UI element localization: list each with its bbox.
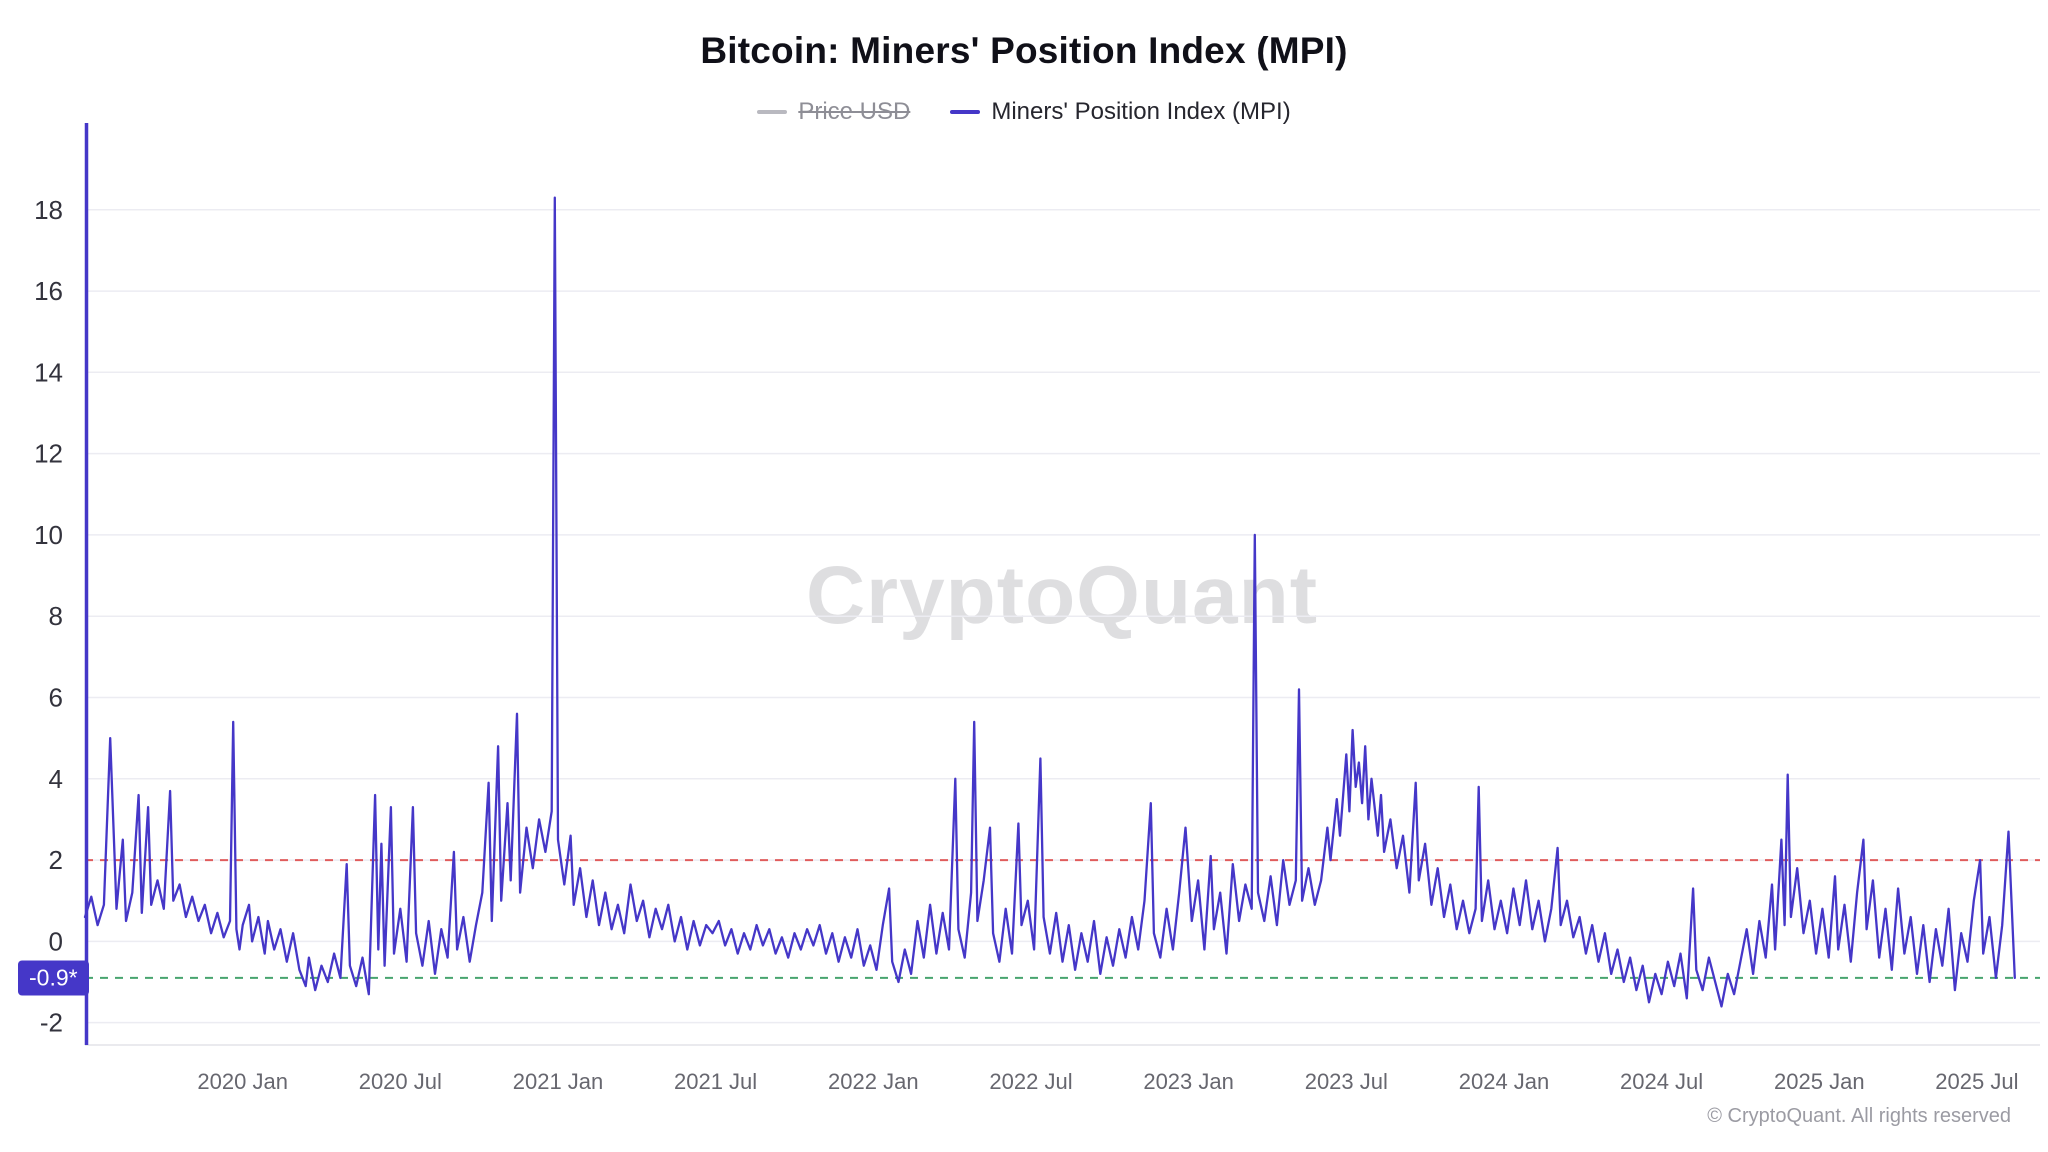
y-tick-label: 8 bbox=[49, 601, 63, 631]
x-tick-label: 2025 Jan bbox=[1774, 1069, 1865, 1094]
x-tick-label: 2022 Jul bbox=[989, 1069, 1072, 1094]
x-tick-label: 2022 Jan bbox=[828, 1069, 919, 1094]
page-title: Bitcoin: Miners' Position Index (MPI) bbox=[700, 30, 1348, 71]
y-tick-label: 4 bbox=[49, 764, 63, 794]
x-tick-label: 2020 Jul bbox=[359, 1069, 442, 1094]
price-usd-line-swatch bbox=[757, 110, 788, 114]
y-tick-label: 0 bbox=[49, 926, 63, 956]
y-tick-label: -2 bbox=[40, 1008, 63, 1038]
legend-label-mpi: Miners' Position Index (MPI) bbox=[991, 98, 1291, 125]
x-tick-label: 2020 Jan bbox=[197, 1069, 288, 1094]
y-tick-label: 12 bbox=[34, 439, 63, 469]
x-tick-label: 2023 Jan bbox=[1143, 1069, 1234, 1094]
y-tick-label: 10 bbox=[34, 520, 63, 550]
legend: Price USD Miners' Position Index (MPI) bbox=[0, 98, 2048, 126]
x-tick-label: 2025 Jul bbox=[1935, 1069, 2018, 1094]
y-tick-label: 16 bbox=[34, 276, 63, 306]
y-tick-label: 6 bbox=[49, 682, 63, 712]
y-tick-label: 2 bbox=[49, 845, 63, 875]
x-tick-label: 2021 Jan bbox=[513, 1069, 604, 1094]
x-tick-label: 2024 Jan bbox=[1459, 1069, 1550, 1094]
x-tick-label: 2023 Jul bbox=[1305, 1069, 1388, 1094]
current-value-badge: -0.9* bbox=[18, 960, 89, 996]
mpi-line-swatch bbox=[950, 110, 981, 114]
x-tick-label: 2021 Jul bbox=[674, 1069, 757, 1094]
copyright-notice: © CryptoQuant. All rights reserved bbox=[1707, 1105, 2011, 1127]
y-tick-label: 18 bbox=[34, 195, 63, 225]
mpi-series-line bbox=[83, 196, 2016, 1008]
legend-label-price-usd: Price USD bbox=[798, 98, 911, 125]
legend-item-mpi[interactable]: Miners' Position Index (MPI) bbox=[950, 98, 1291, 126]
legend-item-price-usd[interactable]: Price USD bbox=[757, 98, 910, 126]
y-tick-label: 14 bbox=[34, 357, 63, 387]
x-tick-label: 2024 Jul bbox=[1620, 1069, 1703, 1094]
cryptoquant-watermark: CryptoQuant bbox=[805, 550, 1319, 641]
